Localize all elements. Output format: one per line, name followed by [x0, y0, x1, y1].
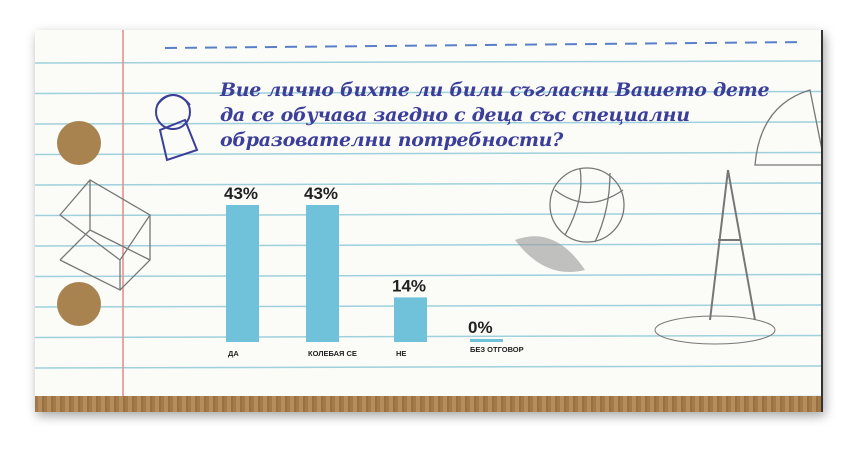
data-label: 43% [224, 184, 258, 203]
ball [549, 167, 625, 243]
category-label: БЕЗ ОТГОВОР [470, 345, 524, 354]
cork-strip [35, 396, 823, 412]
boy-with-pencil-icon [155, 94, 199, 162]
chart-title: Вие лично бихте ли били съгласни Вашето … [220, 79, 770, 151]
compass-sketch-icon [654, 169, 776, 345]
protractor-shape [754, 89, 823, 166]
category-label: НЕ [396, 349, 406, 358]
category-label: ДА [228, 349, 239, 358]
binder-hole [57, 121, 101, 165]
ruled-line [35, 182, 823, 186]
ruled-line [35, 243, 823, 247]
ruled-line [35, 90, 823, 95]
scribble-shadow [515, 236, 585, 272]
ruled-line [35, 60, 823, 64]
boy-body [158, 118, 199, 162]
ball-seams [554, 167, 624, 243]
bar-3 [470, 339, 503, 342]
basketball-sketch-icon [549, 167, 625, 243]
compass-legs [709, 169, 756, 321]
data-label: 43% [304, 184, 338, 203]
category-label: КОЛЕБАЯ СЕ [308, 349, 357, 358]
boy-hair [156, 94, 191, 106]
notebook-card: Вие лично бихте ли били съгласни Вашето … [35, 30, 823, 412]
dashed-line [164, 41, 806, 49]
ruled-line [35, 304, 823, 308]
data-label: 0% [468, 318, 493, 337]
protractor-sketch-icon [754, 89, 823, 166]
ruled-line [35, 212, 823, 217]
ruled-line [35, 273, 823, 278]
card-edge [821, 30, 823, 412]
ruled-line [35, 365, 823, 369]
bar-0 [226, 205, 259, 342]
bar-1 [306, 205, 339, 342]
ruled-line [35, 334, 823, 339]
binder-hole [57, 282, 101, 326]
data-label: 14% [392, 276, 426, 295]
cube-lines [59, 179, 151, 292]
bar-chart: 43% ДА 43% КОЛЕБАЯ СЕ 14% НЕ 0% БЕЗ ОТГОВОР [224, 184, 524, 358]
bar-2 [394, 297, 427, 342]
ruled-line [35, 121, 823, 125]
compass-circle [654, 315, 776, 345]
cube-sketch-icon [59, 179, 151, 292]
